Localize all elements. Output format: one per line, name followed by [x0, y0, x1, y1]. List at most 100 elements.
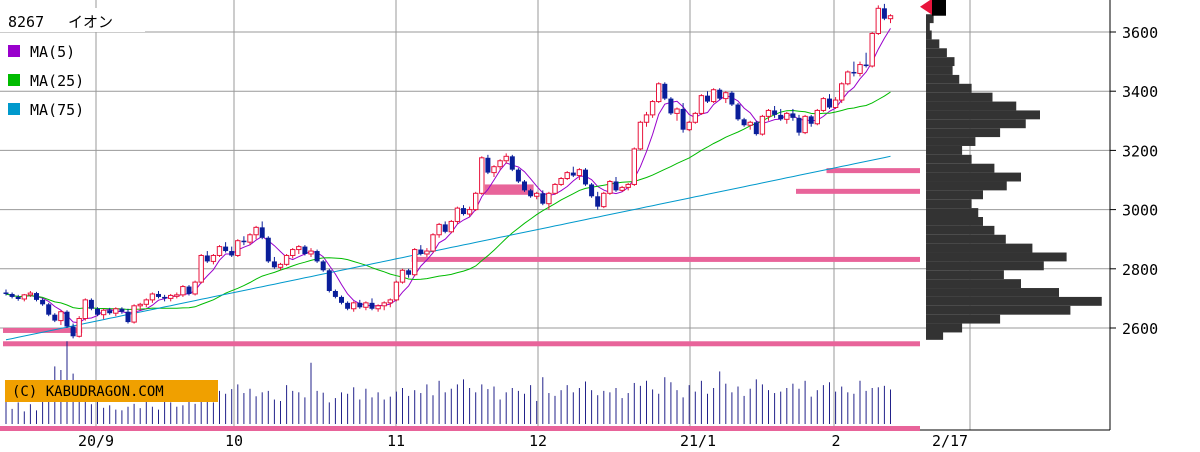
- candle-body-down: [790, 113, 796, 118]
- candle-body-up: [283, 254, 290, 265]
- candle-body-up: [649, 101, 656, 116]
- volume-profile-bar: [926, 270, 1004, 280]
- candle-body-down: [668, 98, 674, 114]
- candle-body-up: [534, 192, 540, 197]
- candle-body-down: [772, 110, 778, 115]
- volume-profile-bar: [926, 66, 953, 75]
- candle-body-down: [613, 181, 619, 191]
- candle-body-down: [729, 92, 735, 105]
- candle-body-down: [107, 310, 113, 314]
- candle-body-up: [619, 186, 625, 191]
- candle-body-up: [710, 89, 717, 103]
- candle-body-up: [698, 95, 705, 114]
- volume-profile-bar: [926, 261, 1044, 271]
- volume-profile-bar: [926, 137, 976, 146]
- candle-body-down: [204, 255, 210, 262]
- candle-body-down: [162, 296, 168, 299]
- candle-body-down: [125, 311, 131, 323]
- candle-body-down: [827, 98, 832, 108]
- support-box: [484, 184, 534, 195]
- candle-body-up: [656, 83, 662, 103]
- candle-body-up: [424, 250, 430, 255]
- candle-body-down: [70, 326, 76, 337]
- latest-price-arrow: [920, 0, 932, 15]
- ma25-line: [5, 91, 891, 311]
- candle-body-up: [143, 299, 150, 305]
- candle-body-down: [540, 193, 546, 204]
- candle-body-down: [583, 169, 588, 185]
- y-tick-label: 2600: [1122, 320, 1158, 338]
- candle-body-up: [277, 263, 284, 268]
- candle-body-down: [95, 308, 100, 315]
- volume-profile-bar: [926, 234, 1006, 244]
- ma5-line: [5, 28, 891, 324]
- candle-body-up: [381, 302, 387, 307]
- candlesticks: [3, 3, 894, 339]
- candle-body-up: [412, 249, 418, 276]
- volume-profile-bar: [926, 305, 1071, 315]
- candle-body-up: [558, 178, 564, 185]
- candle-body-up: [643, 114, 650, 123]
- candle-body-up: [454, 207, 461, 222]
- candle-body-up: [875, 7, 881, 34]
- legend-swatch-ma25: [8, 74, 20, 86]
- candle-body-up: [168, 294, 174, 299]
- candle-body-up: [76, 318, 82, 337]
- candle-body-up: [21, 294, 28, 300]
- candle-body-up: [814, 109, 820, 125]
- y-tick-label: 2800: [1122, 261, 1158, 279]
- x-tick-label: 2/17: [932, 432, 968, 450]
- volume-profile-bar: [926, 279, 1021, 289]
- volume-profile-bar: [926, 288, 1059, 297]
- candle-body-up: [503, 155, 509, 162]
- volume-profile-bar: [926, 48, 947, 58]
- candle-body-up: [296, 246, 302, 251]
- candle-body-down: [241, 240, 247, 243]
- y-tick-label: 3200: [1122, 142, 1158, 160]
- candle-body-down: [753, 122, 759, 135]
- x-tick-label: 20/9: [78, 432, 114, 450]
- volume-profile-bar: [926, 163, 995, 173]
- volume-profile-bar: [926, 57, 955, 67]
- volume-bars: [5, 341, 891, 424]
- candle-body-up: [448, 220, 455, 233]
- candle-body-up: [375, 305, 381, 310]
- candle-body-up: [845, 71, 851, 85]
- y-tick-label: 3600: [1122, 24, 1158, 42]
- volume-profile-bar: [926, 217, 983, 226]
- volume-profile-bar: [926, 181, 1007, 191]
- candle-body-up: [216, 246, 223, 256]
- candle-body-up: [674, 108, 680, 114]
- candle-body-down: [156, 293, 161, 297]
- company-name: イオン: [68, 13, 113, 31]
- volume-profile-bar: [926, 252, 1067, 262]
- credit-background: [5, 380, 218, 402]
- candle-body-down: [64, 311, 70, 327]
- candle-body-down: [778, 114, 784, 120]
- legend-label-ma75: MA(75): [30, 101, 84, 119]
- legend-swatch-ma5: [8, 45, 20, 57]
- axes: 3600 3400 3200 3000 2800 2600 20/9 10 11 12 21/1 2 2…: [78, 24, 1158, 450]
- candle-body-down: [705, 95, 710, 102]
- x-tick-label: 11: [387, 432, 405, 450]
- candle-body-up: [149, 293, 156, 301]
- volume-profile-bar: [926, 145, 963, 155]
- volume-profile-bar: [926, 83, 972, 93]
- candle-body-down: [808, 116, 814, 124]
- volume-profile-bar: [926, 14, 934, 24]
- candle-body-down: [3, 292, 9, 294]
- candle-body-up: [351, 302, 357, 310]
- candle-body-down: [369, 302, 375, 309]
- support-line: [826, 168, 920, 174]
- candle-body-up: [625, 183, 631, 188]
- candle-body-down: [735, 104, 741, 120]
- volume-profile-bar: [926, 296, 1102, 306]
- candle-body-down: [357, 302, 363, 308]
- candle-body-down: [223, 246, 229, 252]
- candle-body-up: [637, 121, 644, 150]
- support-lines: [0, 168, 920, 431]
- candle-body-up: [546, 192, 552, 205]
- volume-profile-bar: [926, 110, 1040, 120]
- candle-body-down: [589, 184, 595, 197]
